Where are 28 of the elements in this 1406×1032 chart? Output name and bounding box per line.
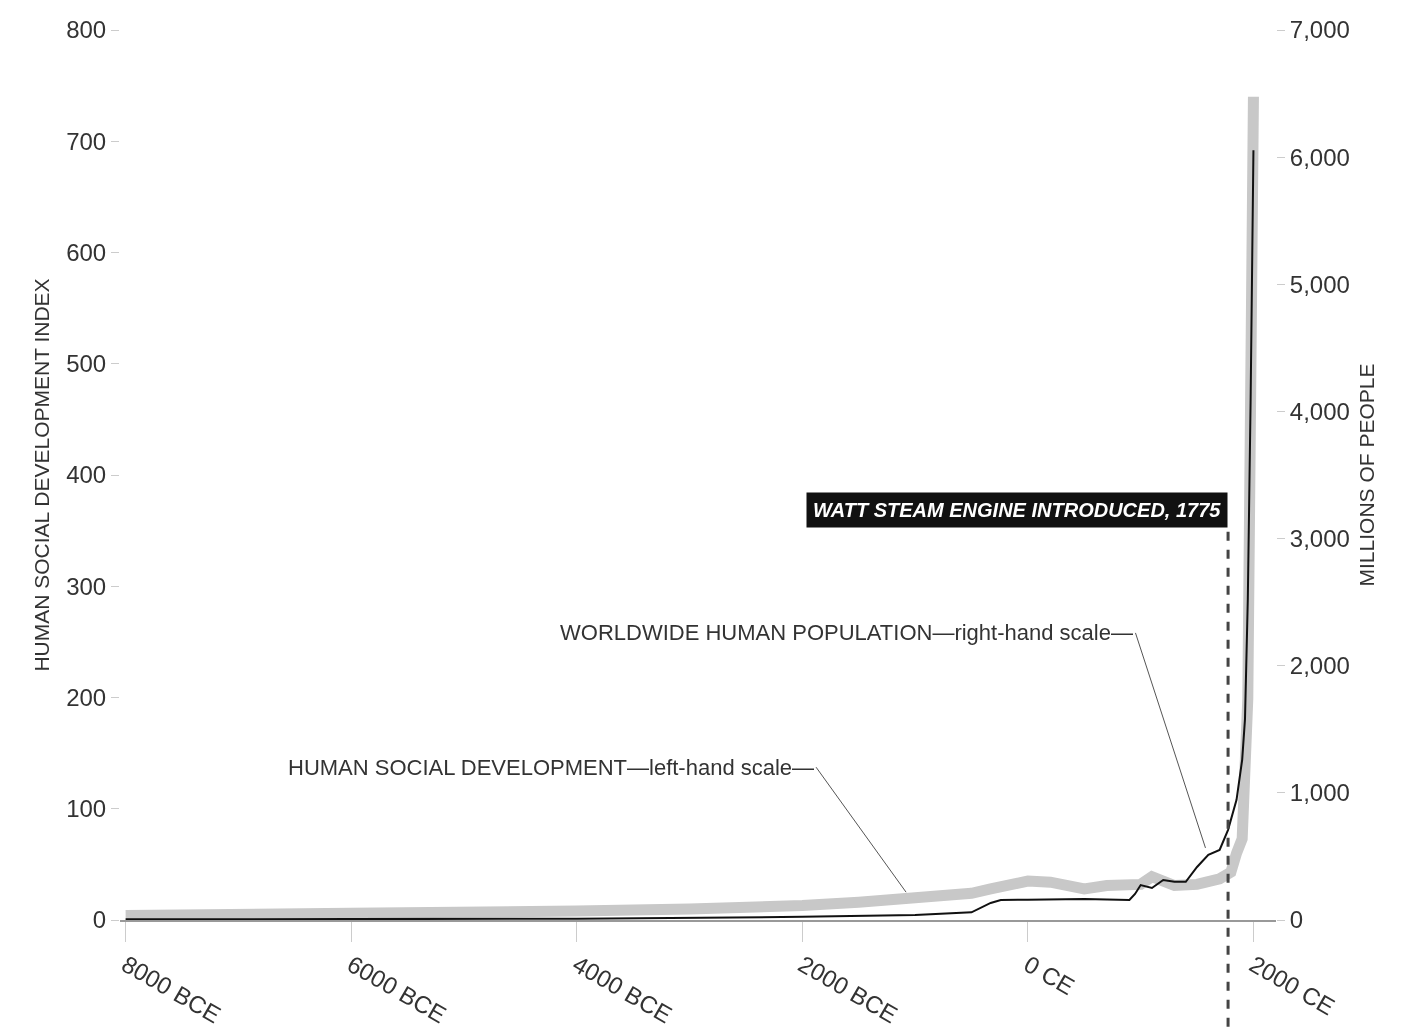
ref-line-label: WATT STEAM ENGINE INTRODUCED, 1775	[813, 499, 1222, 521]
y2-tick-label: 6,000	[1289, 143, 1350, 171]
x-tick-label: 2000 CE	[1244, 950, 1340, 1021]
y-tick-label: 600	[66, 238, 107, 266]
y2-tick-label: 7,000	[1289, 16, 1350, 44]
x-tick-label: 4000 BCE	[568, 950, 677, 1029]
x-tick-label: 2000 BCE	[793, 950, 903, 1029]
y-tick-label: 400	[66, 461, 107, 489]
annotation: HUMAN SOCIAL DEVELOPMENT—left-hand scale—	[288, 755, 815, 780]
x-tick-label: 8000 BCE	[117, 950, 226, 1029]
y2-tick-label: 3,000	[1289, 524, 1350, 552]
y2-tick-label: 2,000	[1289, 652, 1350, 680]
y2-tick-label: 5,000	[1289, 270, 1350, 298]
y-tick-label: 300	[66, 572, 107, 600]
y-tick-label: 0	[92, 906, 107, 934]
x-tick-label: 6000 BCE	[342, 950, 451, 1029]
y-tick-label: 800	[66, 16, 107, 44]
y2-tick-label: 4,000	[1289, 397, 1350, 425]
annotation: WORLDWIDE HUMAN POPULATION—right-hand scale—	[560, 620, 1133, 645]
y-tick-label: 700	[66, 127, 107, 155]
y-tick-label: 200	[66, 683, 107, 711]
x-tick-label: 0 CE	[1019, 950, 1080, 1001]
y2-tick-label: 1,000	[1289, 779, 1350, 807]
y-axis-title: HUMAN SOCIAL DEVELOPMENT INDEX	[30, 278, 54, 672]
y-tick-label: 100	[66, 795, 107, 823]
y-tick-label: 500	[66, 350, 107, 378]
y2-axis-title: MILLIONS OF PEOPLE	[1355, 363, 1379, 587]
y2-tick-label: 0	[1289, 906, 1304, 934]
